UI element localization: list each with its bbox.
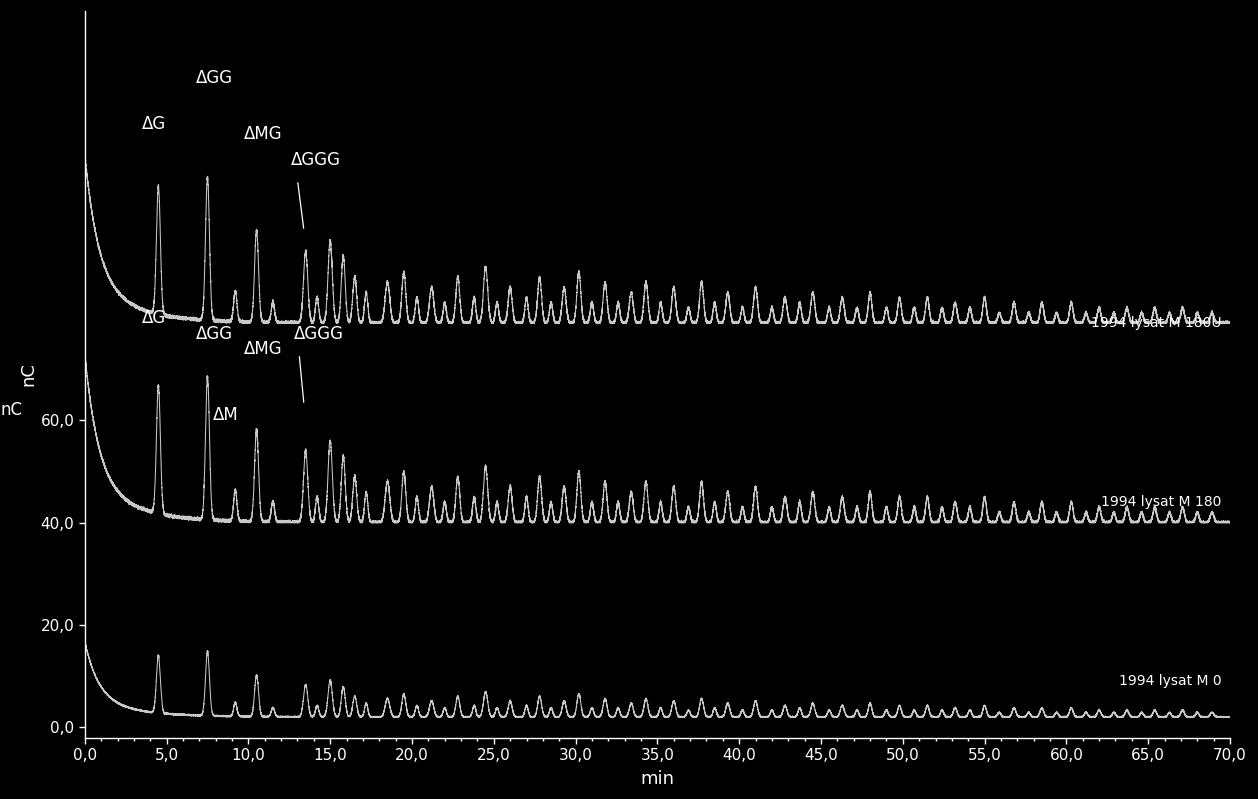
Text: nC: nC [0,401,23,419]
Text: ΔM: ΔM [213,407,238,424]
Text: ΔG: ΔG [142,309,166,327]
Text: ΔMG: ΔMG [244,125,282,143]
Text: ΔMG: ΔMG [244,340,282,358]
Text: 1994 lysat M 0: 1994 lysat M 0 [1120,674,1222,688]
Text: ΔGGG: ΔGGG [291,150,341,169]
Text: ΔGGG: ΔGGG [294,324,345,343]
Text: 1994 lysat M 180: 1994 lysat M 180 [1102,495,1222,509]
Text: ΔG: ΔG [142,115,166,133]
X-axis label: min: min [640,770,674,788]
Text: ΔGG: ΔGG [196,69,233,87]
Y-axis label: nC: nC [20,363,38,386]
Text: 1994 lysat M 180U: 1994 lysat M 180U [1092,316,1222,330]
Text: ΔGG: ΔGG [196,324,233,343]
